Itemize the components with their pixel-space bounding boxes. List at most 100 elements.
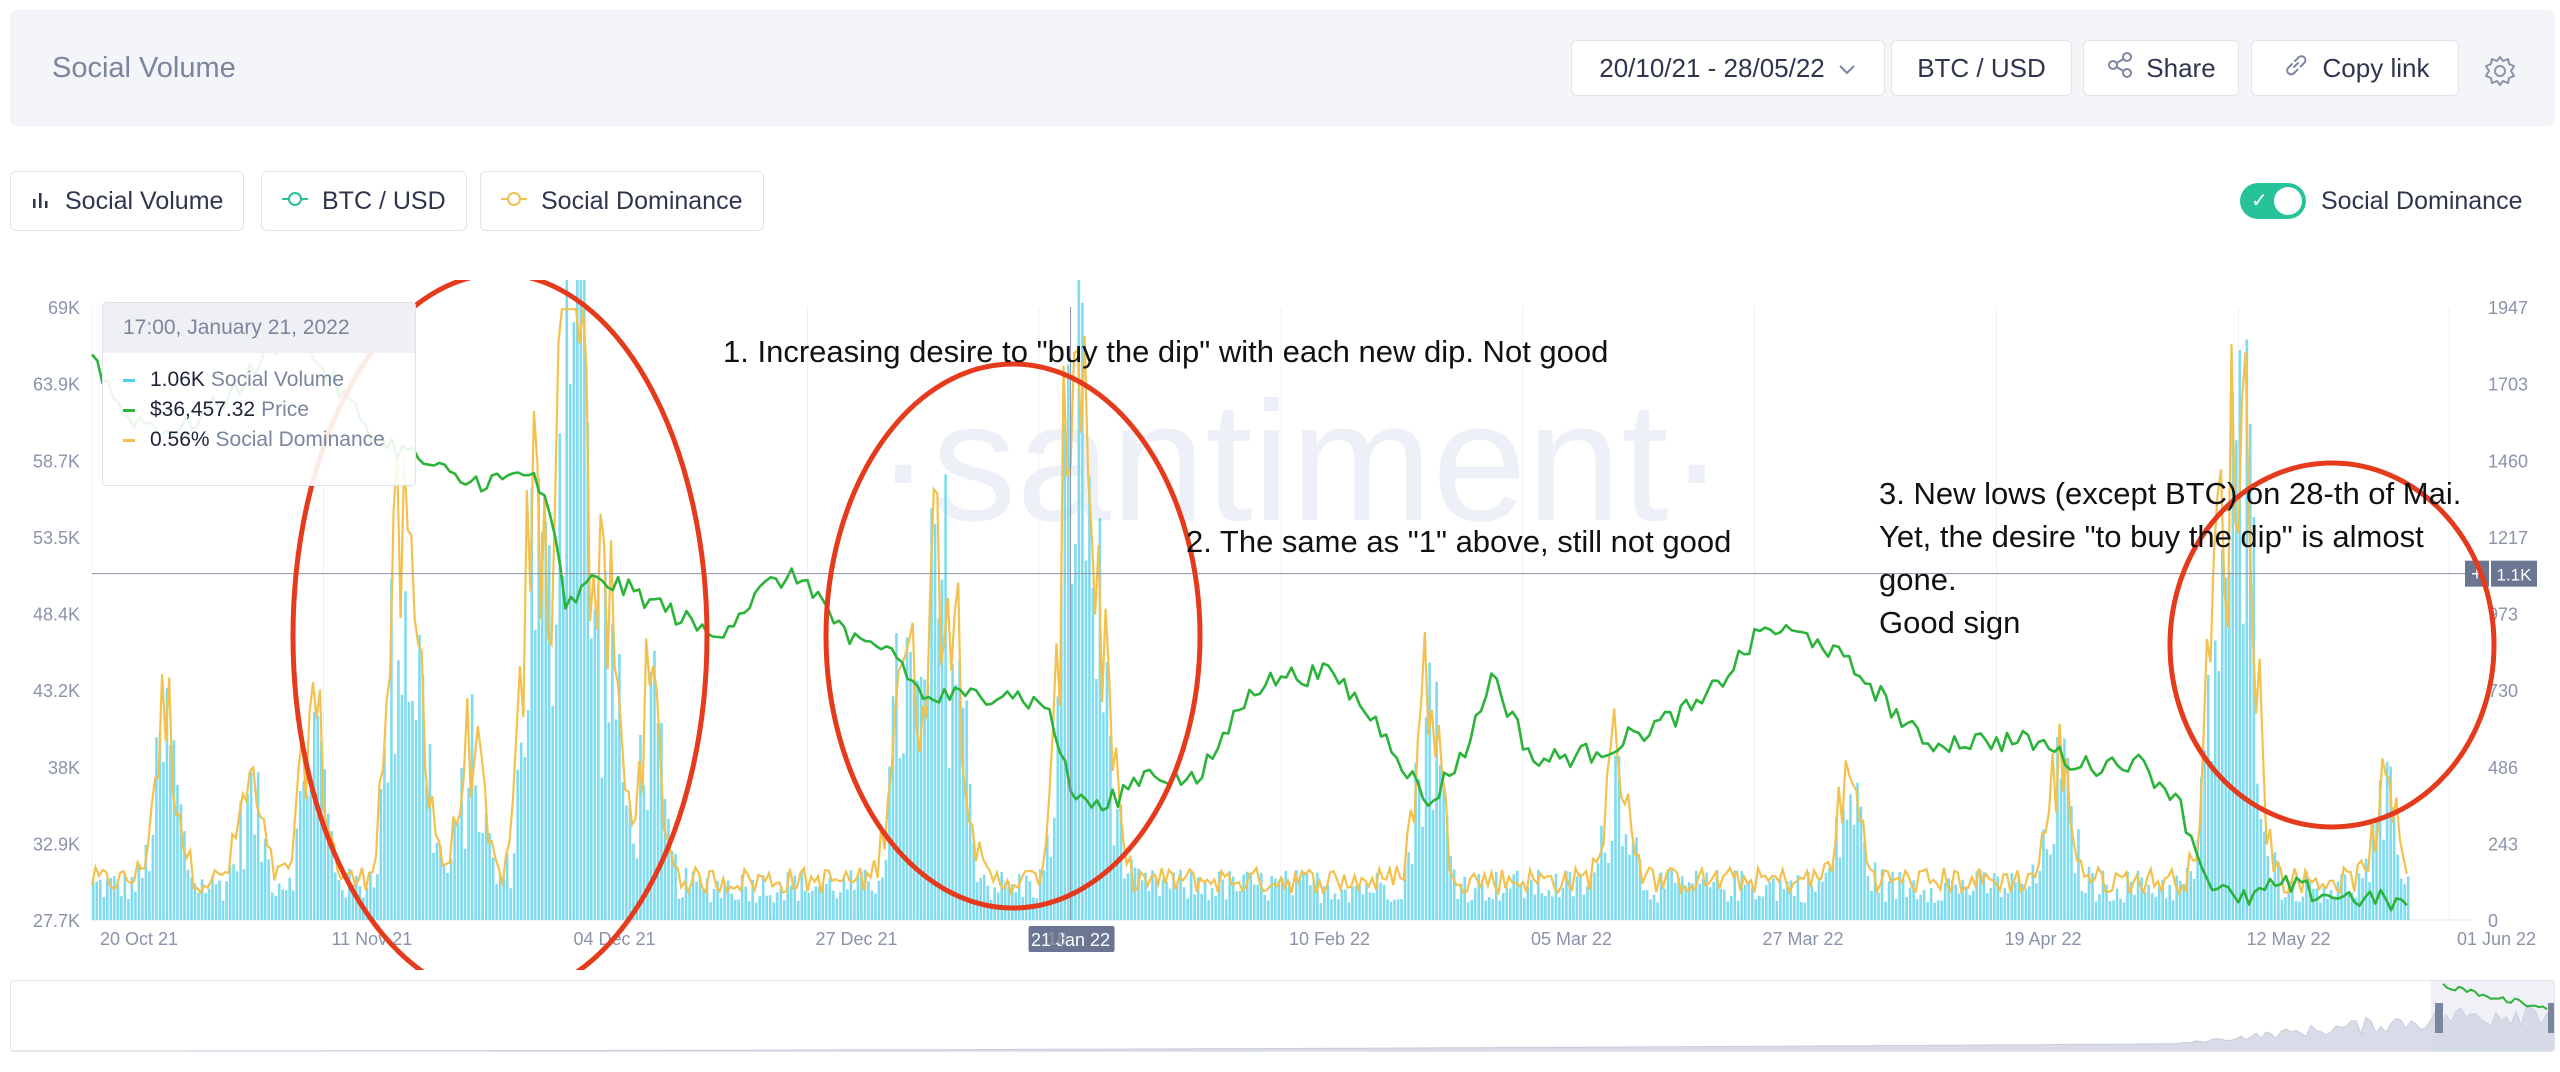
volume-bar — [109, 877, 113, 920]
crosshair-x-label-bg — [1028, 926, 1115, 952]
crosshair-y-label: 1.1K — [2497, 566, 2533, 585]
date-range-label: 20/10/21 - 28/05/22 — [1599, 52, 1825, 83]
volume-bar — [1344, 889, 1347, 920]
chart-navigator[interactable] — [10, 980, 2555, 1052]
pair-selector[interactable]: BTC / USD — [1891, 40, 2072, 96]
volume-bar — [593, 609, 597, 920]
volume-bar — [1189, 872, 1193, 920]
x-tick-label: 27 Mar 22 — [1762, 929, 1843, 949]
volume-bar — [2049, 854, 2052, 920]
volume-bar — [1417, 779, 1421, 920]
volume-bar — [2312, 888, 2315, 920]
volume-bar — [204, 893, 207, 920]
metric-btc-usd[interactable]: BTC / USD — [261, 171, 467, 231]
volume-bar — [1217, 871, 1221, 920]
metric-social-volume[interactable]: Social Volume — [10, 171, 245, 231]
volume-bar — [221, 900, 225, 920]
volume-bar — [439, 845, 442, 920]
volume-bar — [1652, 894, 1656, 920]
volume-bar — [2154, 896, 2157, 920]
volume-bar — [1537, 869, 1540, 920]
volume-bar — [765, 895, 769, 920]
volume-bar — [2368, 882, 2371, 920]
volume-bar — [1968, 895, 1972, 920]
volume-bar — [2108, 901, 2112, 920]
volume-bar — [2347, 894, 2350, 920]
volume-bar — [1438, 764, 1442, 920]
volume-bar — [1130, 859, 1133, 920]
tooltip-value: 0.56% — [150, 428, 210, 451]
volume-bar — [2178, 880, 2182, 920]
navigator-handle-right[interactable] — [2548, 1003, 2555, 1033]
volume-bar — [649, 672, 653, 920]
volume-bar — [1428, 662, 1431, 920]
volume-bar — [905, 637, 909, 920]
volume-bar — [1726, 901, 1730, 920]
social-dominance-toggle[interactable]: ✓ — [2240, 183, 2306, 219]
volume-bar — [716, 880, 719, 920]
volume-bar — [2294, 901, 2298, 920]
volume-bar — [947, 767, 951, 920]
date-range-selector[interactable]: 20/10/21 - 28/05/22 — [1571, 40, 1885, 96]
volume-bar — [2105, 884, 2108, 920]
chart-area[interactable]: ·santiment· 21 Jan 22 + 1.1K 69K 63.9K 58.7K… — [0, 280, 2560, 970]
volume-bar — [284, 890, 288, 920]
volume-bar — [1172, 872, 1175, 920]
volume-bar — [1309, 885, 1312, 920]
volume-bar — [2354, 897, 2357, 920]
volume-bar — [120, 895, 123, 920]
volume-bar — [2350, 892, 2354, 920]
volume-bar — [2098, 894, 2101, 920]
volume-bar — [2333, 896, 2336, 920]
volume-bar — [162, 762, 165, 920]
volume-bar — [1779, 880, 1782, 920]
volume-bar — [2280, 899, 2284, 920]
volume-bar — [337, 880, 341, 920]
volume-bar — [1393, 899, 1396, 920]
volume-bar — [968, 783, 972, 920]
volume-bar — [982, 874, 986, 920]
volume-bar — [993, 887, 996, 920]
x-tick-label: 12 May 22 — [2247, 929, 2331, 949]
gear-icon[interactable] — [2483, 54, 2517, 88]
volume-bar — [2122, 902, 2126, 920]
chart-axes: 69K 63.9K 58.7K 53.5K 48.4K 43.2K 38K 32.9K 27.7… — [33, 298, 2536, 949]
volume-bar — [807, 892, 811, 920]
volume-bar — [2284, 897, 2287, 920]
volume-bar — [1817, 878, 1821, 920]
volume-bar — [1498, 900, 1502, 920]
volume-bar — [2056, 737, 2059, 920]
navigator-handle-left[interactable] — [2435, 1003, 2443, 1033]
metric-social-dominance[interactable]: Social Dominance — [480, 171, 764, 231]
volume-bar — [1603, 852, 1607, 920]
volume-bar — [951, 664, 954, 920]
volume-bar — [1628, 854, 1631, 920]
volume-bar — [1435, 681, 1438, 920]
volume-bar — [1295, 870, 1298, 920]
volume-bar — [95, 881, 99, 920]
volume-bar — [2291, 880, 2294, 920]
volume-bar — [1617, 756, 1621, 920]
volume-bar — [1060, 584, 1063, 920]
volume-bar — [137, 863, 141, 920]
copy-link-button[interactable]: Copy link — [2251, 40, 2459, 96]
volume-bar — [2375, 821, 2378, 920]
volume-bar — [435, 842, 439, 920]
volume-bar — [165, 688, 169, 920]
volume-bar — [1950, 880, 1954, 920]
volume-bar — [1249, 872, 1253, 920]
volume-bar — [2150, 893, 2154, 920]
volume-bar — [1354, 885, 1358, 920]
volume-bar — [628, 804, 632, 920]
series-swatch — [123, 438, 135, 442]
volume-bar — [418, 634, 421, 920]
volume-bar — [1459, 884, 1463, 920]
volume-bar — [200, 879, 204, 920]
volume-bar — [1389, 901, 1393, 920]
volume-bar — [1519, 884, 1523, 920]
pair-label: BTC / USD — [1917, 52, 2046, 83]
share-button[interactable]: Share — [2083, 40, 2239, 96]
volume-bar — [1712, 881, 1716, 920]
volume-bar — [1561, 887, 1565, 920]
volume-bar — [811, 890, 814, 920]
